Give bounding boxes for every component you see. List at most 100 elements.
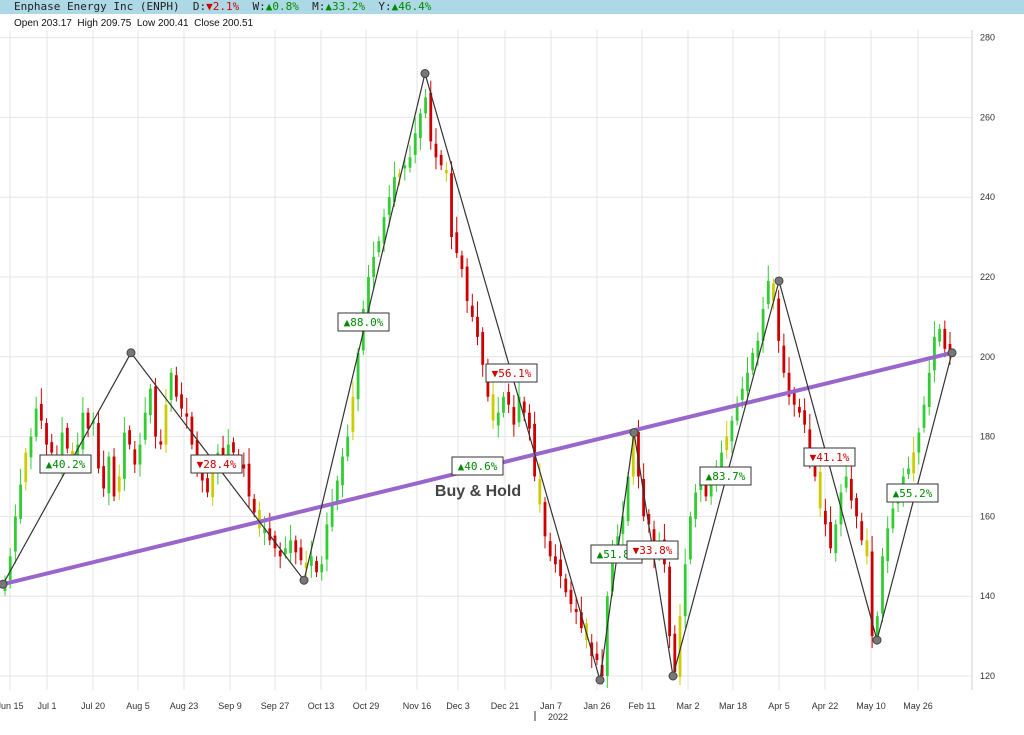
pivot-point [629,428,639,438]
candle-body [450,173,453,238]
x-tick-label: Jun 15 [0,701,24,711]
candle-body [943,328,947,349]
y-tick-label: 140 [980,591,995,601]
candle-body [351,396,355,432]
candle-body [174,375,178,397]
candle-body [86,412,90,429]
candle-body [569,589,573,605]
pivot-point [0,579,8,589]
x-tick-label: Feb 11 [628,701,655,711]
y-tick-label: 260 [980,112,995,122]
annotation-label: ▲55.2% [893,487,933,500]
annotation-box [451,456,504,476]
candle-body [470,305,474,317]
candle-body [252,498,256,513]
candle-body [746,372,749,392]
annotation-label: ▲40.6% [458,460,498,473]
pivot-point [872,635,882,645]
ticker-summary: Enphase Energy Inc (ENPH) D:▼2.1% W:▲0.8… [14,0,431,14]
candle-body [81,412,85,450]
x-tick-label: May 10 [856,701,886,711]
candle-body [829,521,832,549]
candle-body [45,423,48,445]
annotation-label: ▼56.1% [492,367,532,380]
pivot-point [126,348,136,358]
candle-body [97,423,100,469]
x-tick-label: Jul 1 [37,701,56,711]
candle-body [683,564,687,617]
x-tick-label: Mar 2 [676,701,699,711]
candle-body [232,442,235,453]
candle-body [626,476,630,522]
buy-hold-label: Buy & Hold [435,483,521,500]
candle-body [891,508,895,529]
x-tick-label: Apr 22 [812,701,839,711]
year-label: 2022 [548,712,568,722]
candle-body [367,277,370,314]
y-tick-label: 280 [980,33,995,43]
candle-body [434,143,438,158]
candle-body [720,452,723,471]
candle-body [751,352,755,371]
move-annotation: ▼28.4% [190,454,243,474]
candle-body [668,566,672,637]
candle-body [278,550,282,557]
pivot-point [299,575,309,585]
y-tick-label: 180 [980,432,995,442]
candle-body [886,528,890,562]
candle-body [481,332,485,365]
candle-body [226,444,230,459]
candle-body [849,478,853,501]
candle-body [242,464,246,469]
candle-body [341,456,344,486]
candle-body [29,436,33,458]
candle-body [424,97,427,114]
annotation-box [485,363,538,383]
candle-body [907,468,910,475]
annotation-box [337,312,390,332]
candle-body [803,410,807,425]
candle-body [517,396,521,423]
candle-body [195,439,199,469]
candle-body [169,372,173,400]
candle-body [34,408,38,437]
annotation-box [803,447,856,467]
candle-body [870,551,874,637]
candle-body [299,547,303,561]
candle-body [444,170,448,174]
candle-body [792,391,796,405]
candle-body [772,283,775,301]
candle-body [315,561,318,573]
x-tick-label: Dec 21 [491,701,520,711]
candle-body [553,556,557,565]
candle-body [200,470,204,481]
candle-body [808,429,812,457]
candle-body [403,165,407,169]
candle-body [818,471,822,509]
candle-body [39,403,43,421]
candle-body [465,266,469,301]
candle-body [148,388,152,416]
candle-body [761,308,765,341]
candle-body [855,498,858,517]
candle-body [372,257,376,277]
change-day: D:▼2.1% [192,0,240,13]
move-annotation: ▼41.1% [803,447,856,467]
candle-body [377,241,381,253]
pivot-point [420,69,430,79]
candles-group [3,80,952,688]
candle-body [496,412,500,426]
candle-body [865,540,869,557]
y-tick-label: 200 [980,352,995,362]
candle-body [387,197,391,215]
candle-body [185,413,189,417]
candle-body [579,612,583,629]
candle-body [398,173,402,178]
candle-body [154,386,157,437]
candle-body [164,404,168,445]
annotation-label: ▼41.1% [810,451,850,464]
x-tick-label: Aug 23 [170,701,199,711]
candle-body [694,492,697,519]
candle-body [704,485,708,497]
